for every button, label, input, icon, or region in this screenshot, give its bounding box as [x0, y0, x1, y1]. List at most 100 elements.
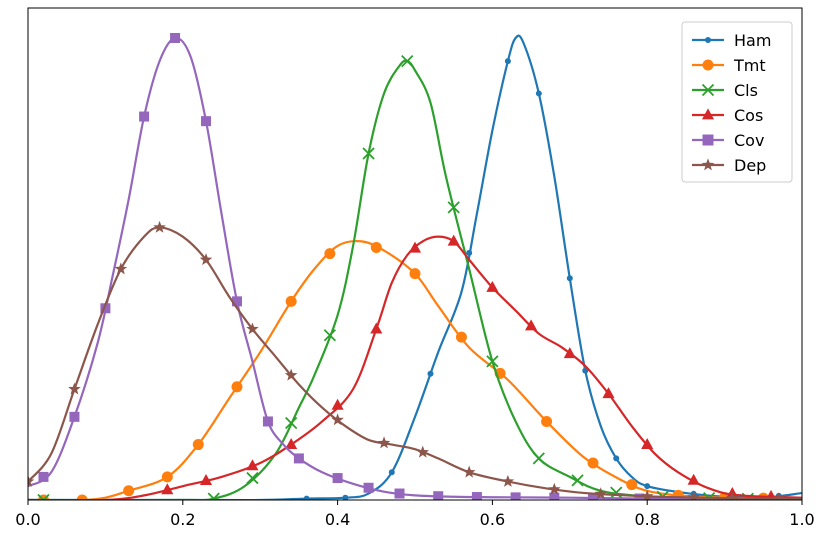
data-point-cov-6: [231, 296, 242, 307]
data-point-dep-12: [548, 482, 561, 495]
legend-item-ham: Ham: [692, 31, 771, 50]
data-point-cov-11: [394, 488, 405, 499]
data-point-tmt-13: [587, 457, 599, 469]
data-point-cov-10: [363, 482, 374, 493]
data-point-cov-1: [69, 411, 80, 422]
data-point-ham-5: [504, 58, 511, 65]
legend-item-cov: Cov: [692, 131, 764, 150]
legend-label-cov: Cov: [734, 131, 764, 150]
legend-item-cos: Cos: [692, 106, 763, 125]
data-point-cov-5: [201, 116, 212, 127]
data-point-cos-5: [370, 322, 383, 334]
series-tmt: [37, 239, 802, 500]
data-point-cls-8: [486, 355, 499, 368]
axes: 0.0 0.2 0.4 0.6 0.8 1.0: [15, 7, 815, 529]
data-point-cls-10: [571, 474, 584, 487]
data-point-ham-1: [342, 494, 349, 500]
data-point-dep-17: [772, 492, 786, 500]
data-point-cos-0: [161, 483, 174, 495]
data-point-dep-1: [68, 382, 81, 395]
data-point-ham-2: [388, 469, 395, 476]
data-point-cls-9: [532, 452, 545, 465]
data-point-tmt-1: [76, 494, 88, 500]
series-line-cos: [28, 235, 802, 500]
data-point-cov-13: [471, 492, 482, 500]
legend-marker-dep: [701, 158, 715, 171]
data-point-tmt-7: [324, 248, 336, 260]
data-point-cov-16: [588, 492, 599, 500]
data-point-cos-12: [641, 437, 654, 449]
data-point-tmt-6: [285, 295, 297, 307]
data-point-tmt-2: [123, 485, 135, 497]
data-point-ham-7: [566, 275, 573, 282]
x-tick-label: 0.0: [15, 510, 40, 529]
data-point-cov-7: [262, 416, 273, 427]
data-point-ham-0: [303, 495, 310, 500]
data-point-cls-4: [323, 329, 336, 342]
legend-marker-tmt: [702, 59, 714, 71]
data-point-ham-6: [535, 90, 542, 97]
plot-frame: [27, 7, 803, 501]
x-tick-label: 0.6: [480, 510, 505, 529]
data-point-cos-6: [408, 241, 422, 253]
data-point-tmt-3: [161, 471, 173, 483]
data-point-cos-13: [687, 473, 700, 485]
data-point-cov-4: [170, 33, 181, 43]
data-point-cls-0: [37, 493, 50, 500]
series-line-cov: [28, 36, 802, 500]
legend-marker-cov: [702, 134, 714, 146]
series-cos: [28, 234, 802, 500]
legend-label-cls: Cls: [734, 81, 758, 100]
legend-item-tmt: Tmt: [692, 56, 766, 75]
data-point-dep-6: [284, 368, 298, 381]
legend-item-dep: Dep: [692, 156, 766, 175]
data-point-tmt-12: [541, 415, 553, 427]
data-point-dep-14: [640, 489, 654, 500]
legend-marker-cos: [701, 108, 715, 120]
x-tick-label: 1.0: [789, 510, 814, 529]
data-point-cos-2: [246, 459, 259, 471]
data-point-tmt-10: [455, 331, 467, 343]
data-point-cov-3: [139, 111, 150, 122]
plot-area: [28, 33, 802, 500]
data-point-tmt-8: [370, 241, 382, 253]
data-point-tmt-0: [37, 494, 49, 500]
data-point-cov-0: [38, 471, 49, 482]
legend-label-tmt: Tmt: [733, 56, 766, 75]
data-point-cls-5: [362, 147, 375, 160]
series-line-tmt: [43, 239, 802, 500]
data-point-cls-11: [610, 486, 623, 499]
data-point-dep-8: [377, 436, 391, 449]
legend-label-ham: Ham: [734, 31, 771, 50]
data-point-cls-6: [401, 54, 414, 68]
data-point-cos-11: [602, 387, 615, 399]
data-point-ham-10: [644, 483, 651, 490]
data-point-dep-13: [594, 487, 608, 500]
data-point-dep-2: [114, 262, 128, 275]
x-tick-label: 0.2: [170, 510, 195, 529]
legend-marker-ham: [705, 37, 711, 43]
data-point-dep-10: [462, 465, 476, 478]
data-point-dep-3: [153, 220, 166, 233]
data-point-tmt-4: [192, 439, 204, 451]
data-point-cov-12: [433, 491, 444, 500]
data-point-tmt-9: [409, 268, 421, 280]
data-point-cos-9: [525, 319, 538, 331]
data-point-dep-16: [726, 491, 739, 500]
series-cov: [28, 33, 802, 500]
data-point-dep-7: [331, 413, 344, 426]
legend-label-dep: Dep: [734, 156, 766, 175]
x-tick-label: 0.4: [325, 510, 350, 529]
data-point-cov-2: [100, 303, 111, 314]
data-point-cls-2: [246, 471, 259, 485]
data-point-cov-9: [332, 473, 343, 484]
data-point-dep-9: [416, 445, 430, 458]
data-point-tmt-14: [626, 479, 638, 491]
x-tick-label: 0.8: [634, 510, 659, 529]
data-point-cos-1: [199, 473, 213, 485]
data-point-cos-7: [447, 234, 460, 246]
legend-marker-cls: [701, 83, 715, 97]
data-point-cov-8: [293, 453, 304, 464]
